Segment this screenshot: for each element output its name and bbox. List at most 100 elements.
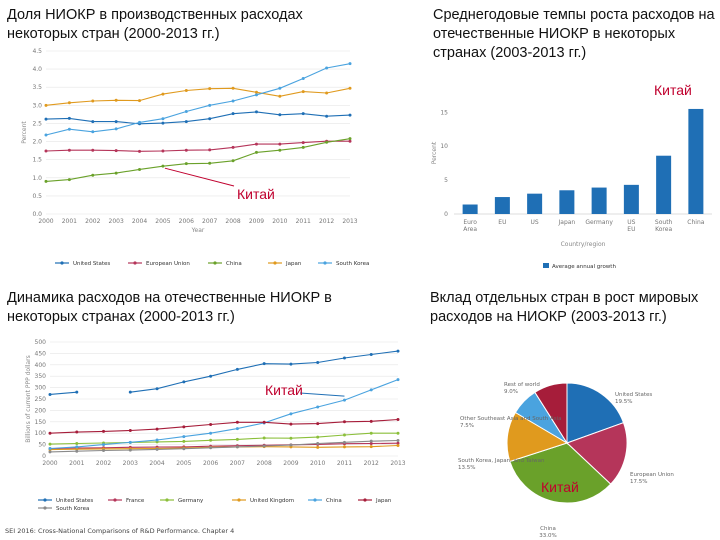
data-point bbox=[289, 443, 293, 447]
x-tick-label: 2005 bbox=[155, 218, 170, 225]
data-point bbox=[67, 127, 71, 131]
data-point bbox=[48, 442, 52, 446]
data-point bbox=[231, 145, 235, 149]
slice-value-label: 7.5% bbox=[460, 423, 474, 429]
x-tick-label: 2012 bbox=[364, 460, 379, 467]
y-axis-label: Percent bbox=[431, 141, 438, 164]
panel-title: Вклад отдельных стран в рост мировых рас… bbox=[430, 290, 699, 325]
data-point bbox=[208, 161, 212, 165]
panel-rd-dynamics: Динамика расходов на отечественные НИОКР… bbox=[0, 280, 420, 540]
slice-value-label: 9.0% bbox=[504, 389, 518, 395]
bar bbox=[494, 197, 510, 214]
x-tick-label: 2007 bbox=[230, 460, 245, 467]
series-line bbox=[49, 442, 399, 450]
y-tick-label: 1.5 bbox=[32, 157, 42, 164]
data-point bbox=[182, 380, 186, 384]
legend-label: United States bbox=[56, 498, 93, 504]
slice-value-label: 19.5% bbox=[615, 399, 632, 405]
legend-marker bbox=[133, 261, 137, 265]
data-point bbox=[262, 420, 266, 424]
data-point bbox=[114, 149, 118, 153]
data-point bbox=[301, 90, 305, 94]
bar bbox=[559, 190, 575, 214]
data-point bbox=[155, 387, 159, 391]
data-point bbox=[75, 441, 79, 445]
data-point bbox=[161, 117, 165, 121]
slice-label: European Union bbox=[630, 472, 674, 478]
y-tick-label: 0 bbox=[42, 453, 46, 460]
y-tick-label: 0.5 bbox=[32, 193, 42, 200]
y-tick-label: 4.0 bbox=[32, 66, 42, 73]
y-tick-label: 400 bbox=[35, 362, 47, 369]
legend-label: United Kingdom bbox=[250, 498, 294, 504]
data-point bbox=[128, 440, 132, 444]
data-point bbox=[184, 148, 188, 152]
annotation-arrow bbox=[164, 167, 235, 187]
data-point bbox=[235, 367, 239, 371]
data-point bbox=[182, 447, 186, 451]
legend-marker bbox=[273, 261, 277, 265]
data-point bbox=[262, 444, 266, 448]
legend-label: China bbox=[226, 261, 242, 267]
data-point bbox=[316, 422, 320, 426]
legend-marker bbox=[237, 498, 241, 502]
data-point bbox=[44, 117, 48, 121]
pie-slice bbox=[566, 422, 628, 485]
x-tick-label: 2006 bbox=[179, 218, 194, 225]
data-point bbox=[128, 448, 132, 452]
data-point bbox=[348, 86, 352, 90]
data-point bbox=[369, 439, 373, 443]
data-point bbox=[369, 431, 373, 435]
legend-label: Japan bbox=[375, 498, 392, 504]
panel-title: Динамика расходов на отечественные НИОКР… bbox=[7, 290, 332, 325]
data-point bbox=[48, 446, 52, 450]
china-annotation: Китай bbox=[237, 186, 275, 202]
data-point bbox=[102, 449, 106, 453]
y-tick-label: 15 bbox=[440, 109, 448, 116]
data-point bbox=[182, 425, 186, 429]
slice-value-label: 33.0% bbox=[539, 533, 556, 539]
legend-marker bbox=[323, 261, 327, 265]
x-tick-label: EU bbox=[498, 219, 506, 226]
data-point bbox=[254, 110, 258, 114]
data-point bbox=[138, 120, 142, 124]
panel-rd-share: Доля НИОКР в производственных расходах н… bbox=[0, 0, 369, 280]
data-point bbox=[348, 113, 352, 117]
x-tick-label: Euro bbox=[463, 219, 477, 226]
x-tick-label: 2000 bbox=[42, 460, 57, 467]
legend-marker bbox=[60, 261, 64, 265]
series-line bbox=[45, 111, 351, 125]
data-point bbox=[254, 90, 258, 94]
y-tick-label: 4.5 bbox=[32, 48, 42, 55]
data-point bbox=[348, 139, 352, 143]
data-point bbox=[316, 361, 320, 365]
slice-label: Other Southeast Asia and South Asia bbox=[460, 416, 562, 422]
data-point bbox=[342, 440, 346, 444]
y-tick-label: 500 bbox=[35, 339, 47, 346]
data-point bbox=[75, 430, 79, 434]
legend-marker bbox=[165, 498, 169, 502]
bar bbox=[623, 184, 639, 214]
x-tick-label: Area bbox=[463, 226, 477, 233]
x-tick-label: 2011 bbox=[337, 460, 352, 467]
data-point bbox=[262, 436, 266, 440]
data-point bbox=[75, 449, 79, 453]
data-point bbox=[114, 127, 118, 131]
data-point bbox=[182, 439, 186, 443]
slice-label: United States bbox=[615, 392, 652, 398]
series-line bbox=[49, 379, 399, 450]
data-point bbox=[289, 412, 293, 416]
y-tick-label: 450 bbox=[35, 350, 47, 357]
data-point bbox=[325, 114, 329, 118]
y-tick-label: 250 bbox=[35, 396, 47, 403]
data-point bbox=[44, 103, 48, 107]
data-point bbox=[369, 419, 373, 423]
bar bbox=[591, 187, 607, 214]
x-tick-label: Germany bbox=[585, 219, 613, 226]
y-tick-label: 50 bbox=[38, 442, 46, 449]
data-point bbox=[209, 431, 213, 435]
legend-label: Germany bbox=[178, 498, 204, 504]
x-tick-label: 2008 bbox=[257, 460, 272, 467]
